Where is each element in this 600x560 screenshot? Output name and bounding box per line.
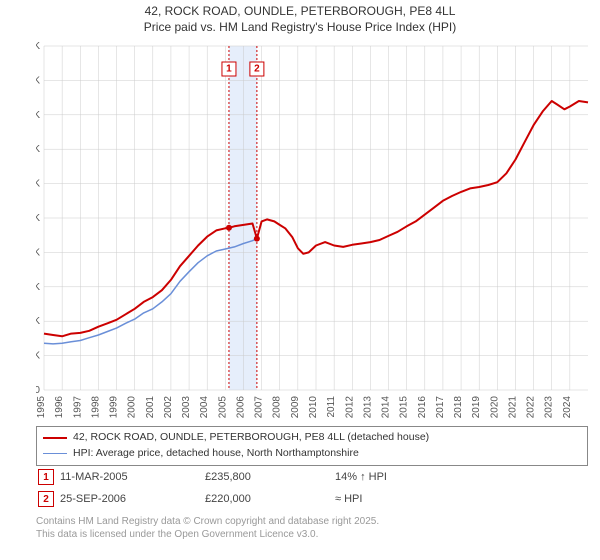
svg-text:2024: 2024 [562, 396, 573, 419]
title-block: 42, ROCK ROAD, OUNDLE, PETERBOROUGH, PE8… [0, 0, 600, 35]
legend-swatch-1 [43, 453, 67, 454]
svg-text:1: 1 [226, 64, 232, 75]
events-block: 1 11-MAR-2005 £235,800 14% ↑ HPI 2 25-SE… [36, 466, 588, 510]
event-delta-0: 14% ↑ HPI [335, 471, 387, 483]
svg-text:£250K: £250K [36, 213, 40, 224]
svg-text:2006: 2006 [235, 396, 246, 419]
svg-text:2016: 2016 [417, 396, 428, 419]
svg-text:2: 2 [254, 64, 260, 75]
svg-text:2013: 2013 [362, 396, 373, 419]
svg-text:2007: 2007 [254, 396, 265, 419]
chart-area: £0 £50K £100K £150K £200K £250K £300K £350K £400… [36, 42, 594, 420]
event-date-1: 25-SEP-2006 [60, 493, 205, 505]
svg-text:2015: 2015 [399, 396, 410, 419]
svg-text:2021: 2021 [507, 396, 518, 419]
svg-text:2011: 2011 [326, 396, 337, 418]
svg-text:2019: 2019 [471, 396, 482, 419]
svg-text:£0: £0 [36, 385, 40, 396]
event-delta-1: ≈ HPI [335, 493, 362, 505]
svg-text:2017: 2017 [435, 396, 446, 419]
svg-text:£150K: £150K [36, 282, 40, 293]
svg-text:2010: 2010 [308, 396, 319, 419]
svg-text:£450K: £450K [36, 75, 40, 86]
event-row-0: 1 11-MAR-2005 £235,800 14% ↑ HPI [36, 466, 588, 488]
chart-container: 42, ROCK ROAD, OUNDLE, PETERBOROUGH, PE8… [0, 0, 600, 560]
svg-text:£400K: £400K [36, 110, 40, 121]
event-date-0: 11-MAR-2005 [60, 471, 205, 483]
event-marker-0: 1 [38, 469, 54, 485]
legend-row-1: HPI: Average price, detached house, Nort… [43, 446, 581, 462]
svg-text:£100K: £100K [36, 316, 40, 327]
svg-text:2020: 2020 [489, 396, 500, 419]
svg-text:2018: 2018 [453, 396, 464, 419]
footer-block: Contains HM Land Registry data © Crown c… [36, 515, 379, 541]
footer-line2: This data is licensed under the Open Gov… [36, 528, 379, 541]
svg-text:2023: 2023 [544, 396, 555, 419]
event-marker-1: 2 [38, 491, 54, 507]
svg-text:1999: 1999 [109, 396, 120, 419]
title-line1: 42, ROCK ROAD, OUNDLE, PETERBOROUGH, PE8… [0, 4, 600, 20]
legend-swatch-0 [43, 437, 67, 439]
legend-box: 42, ROCK ROAD, OUNDLE, PETERBOROUGH, PE8… [36, 426, 588, 466]
svg-text:1995: 1995 [36, 396, 47, 419]
svg-text:£300K: £300K [36, 179, 40, 190]
svg-text:£200K: £200K [36, 247, 40, 258]
svg-text:1996: 1996 [54, 396, 65, 419]
svg-text:1997: 1997 [72, 396, 83, 419]
event-price-1: £220,000 [205, 493, 335, 505]
svg-text:2001: 2001 [145, 396, 156, 419]
svg-text:2003: 2003 [181, 396, 192, 419]
svg-text:£500K: £500K [36, 42, 40, 52]
svg-text:2009: 2009 [290, 396, 301, 419]
svg-text:2005: 2005 [217, 396, 228, 419]
svg-text:2000: 2000 [127, 396, 138, 419]
svg-text:2014: 2014 [381, 396, 392, 419]
svg-text:2022: 2022 [526, 396, 537, 419]
svg-text:1998: 1998 [90, 396, 101, 419]
svg-text:2012: 2012 [344, 396, 355, 419]
legend-label-0: 42, ROCK ROAD, OUNDLE, PETERBOROUGH, PE8… [73, 430, 429, 446]
legend-row-0: 42, ROCK ROAD, OUNDLE, PETERBOROUGH, PE8… [43, 430, 581, 446]
chart-svg: £0 £50K £100K £150K £200K £250K £300K £350K £400… [36, 42, 594, 420]
svg-text:2004: 2004 [199, 396, 210, 419]
svg-text:£350K: £350K [36, 144, 40, 155]
svg-text:2008: 2008 [272, 396, 283, 419]
event-price-0: £235,800 [205, 471, 335, 483]
svg-text:£50K: £50K [36, 351, 40, 362]
legend-label-1: HPI: Average price, detached house, Nort… [73, 446, 359, 462]
title-line2: Price paid vs. HM Land Registry's House … [0, 20, 600, 36]
event-row-1: 2 25-SEP-2006 £220,000 ≈ HPI [36, 488, 588, 510]
footer-line1: Contains HM Land Registry data © Crown c… [36, 515, 379, 528]
svg-text:2002: 2002 [163, 396, 174, 419]
